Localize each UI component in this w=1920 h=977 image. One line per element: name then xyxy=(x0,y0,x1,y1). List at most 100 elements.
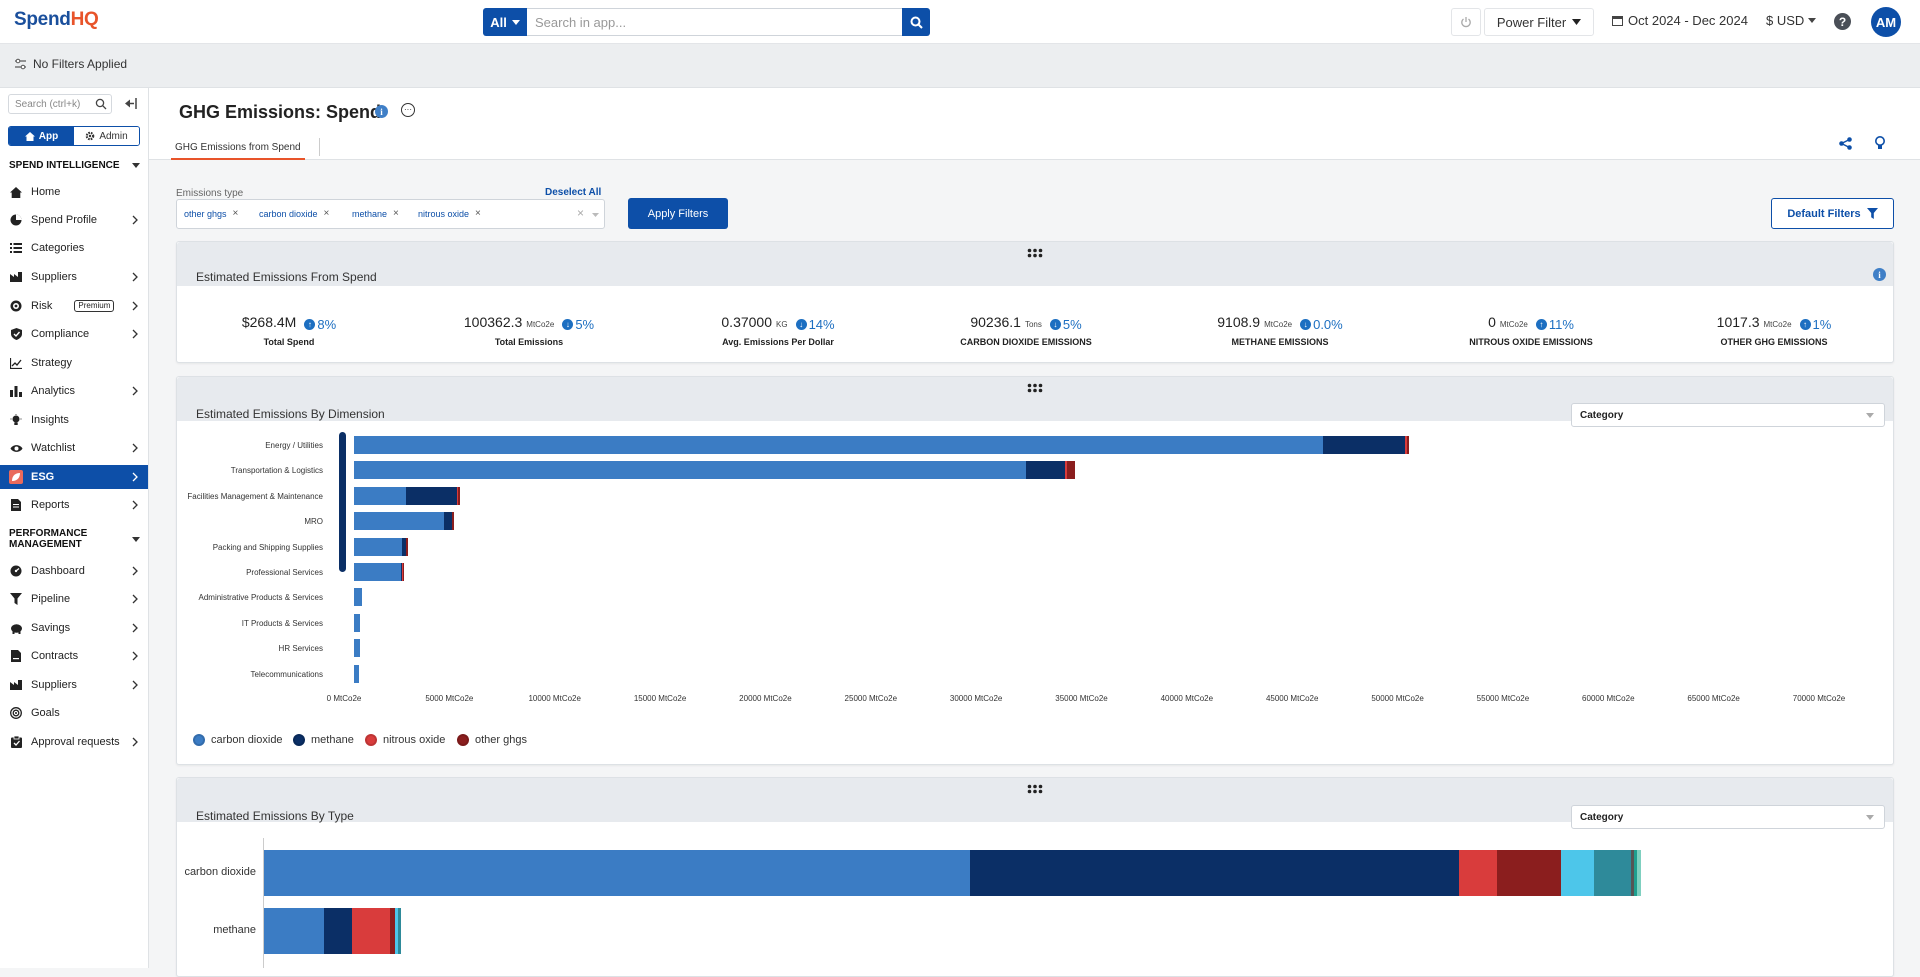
sidebar-item-approval-requests[interactable]: Approval requests xyxy=(0,730,148,754)
bar-segment[interactable] xyxy=(1065,461,1067,480)
drag-handle-icon[interactable] xyxy=(1027,784,1043,797)
search-button[interactable] xyxy=(902,8,930,36)
legend-item[interactable]: methane xyxy=(293,734,354,746)
drag-handle-icon[interactable] xyxy=(1027,248,1043,261)
sidebar-item-goals[interactable]: Goals xyxy=(0,701,148,725)
admin-toggle-button[interactable]: Admin xyxy=(74,127,139,145)
user-avatar[interactable]: AM xyxy=(1871,7,1901,37)
bar-segment[interactable] xyxy=(405,486,458,505)
clear-icon[interactable]: × xyxy=(577,206,585,220)
type-bar-segment[interactable] xyxy=(264,908,325,954)
bar-segment[interactable] xyxy=(402,563,405,581)
currency-dropdown[interactable]: $ USD xyxy=(1766,13,1817,28)
lightbulb-icon[interactable] xyxy=(1872,135,1888,151)
emissions-type-multiselect[interactable]: other ghgs × carbon dioxide × methane × nit… xyxy=(176,199,605,229)
power-filter-dropdown[interactable]: Power Filter xyxy=(1484,8,1594,36)
type-bar-segment[interactable] xyxy=(351,908,390,954)
sidebar-item-pipeline[interactable]: Pipeline xyxy=(0,587,148,611)
sidebar-search-input[interactable]: Search (ctrl+k) xyxy=(8,94,112,114)
sidebar-item-dashboard[interactable]: Dashboard xyxy=(0,559,148,583)
bar-segment[interactable] xyxy=(1066,461,1076,480)
power-filter-toggle[interactable] xyxy=(1451,8,1481,36)
type-bar-segment[interactable] xyxy=(1560,850,1595,896)
type-bar-segment[interactable] xyxy=(970,850,1460,896)
chip-remove-icon[interactable]: × xyxy=(393,208,399,219)
bar-segment[interactable] xyxy=(1405,436,1407,454)
filter-status[interactable]: No Filters Applied xyxy=(14,57,127,71)
performance-management-section[interactable]: PERFORMANCE MANAGEMENT xyxy=(9,528,87,550)
bar-segment[interactable] xyxy=(1323,436,1406,454)
date-range-picker[interactable]: Oct 2024 - Dec 2024 xyxy=(1612,13,1748,28)
deselect-all-link[interactable]: Deselect All xyxy=(545,187,602,198)
search-input[interactable]: Search in app... xyxy=(527,8,902,36)
type-bar-segment[interactable] xyxy=(1634,850,1638,896)
search-scope-dropdown[interactable]: All xyxy=(483,8,527,36)
type-bar-segment[interactable] xyxy=(389,908,395,954)
bar-segment[interactable] xyxy=(354,537,403,556)
bar-segment[interactable] xyxy=(354,486,406,505)
sidebar-item-watchlist[interactable]: Watchlist xyxy=(0,436,148,460)
bar-segment[interactable] xyxy=(354,613,361,632)
info-icon[interactable]: i xyxy=(1873,268,1886,281)
bar-segment[interactable] xyxy=(354,461,1027,480)
bar-segment[interactable] xyxy=(354,664,360,683)
app-toggle-button[interactable]: App xyxy=(9,127,74,145)
more-options-icon[interactable]: ··· xyxy=(401,103,415,117)
bar-segment[interactable] xyxy=(457,486,459,505)
bar-segment[interactable] xyxy=(354,563,402,581)
sidebar-item-perf-suppliers[interactable]: Suppliers xyxy=(0,673,148,697)
bar-segment[interactable] xyxy=(354,436,1324,454)
bar-segment[interactable] xyxy=(401,563,403,581)
sidebar-item-compliance[interactable]: Compliance xyxy=(0,322,148,346)
bar-segment[interactable] xyxy=(354,512,444,531)
sidebar-item-spend-profile[interactable]: Spend Profile xyxy=(0,208,148,232)
sidebar-item-insights[interactable]: Insights xyxy=(0,408,148,432)
type-bar-segment[interactable] xyxy=(324,908,352,954)
legend-item[interactable]: carbon dioxide xyxy=(193,734,283,746)
type-bar-segment[interactable] xyxy=(264,850,971,896)
collapse-sidebar-icon[interactable] xyxy=(124,98,137,109)
type-bar-segment[interactable] xyxy=(398,908,401,954)
sidebar-item-home[interactable]: Home xyxy=(0,180,148,204)
sidebar-item-savings[interactable]: Savings xyxy=(0,616,148,640)
sidebar-item-categories[interactable]: Categories xyxy=(0,236,148,260)
spend-intelligence-section[interactable]: SPEND INTELLIGENCE xyxy=(9,160,120,171)
type-bar-segment[interactable] xyxy=(1630,850,1635,896)
tab-ghg-emissions-from-spend[interactable]: GHG Emissions from Spend xyxy=(171,136,305,160)
bar-segment[interactable] xyxy=(452,512,454,531)
share-icon[interactable] xyxy=(1837,135,1853,151)
legend-item[interactable]: nitrous oxide xyxy=(365,734,445,746)
type-bar-segment[interactable] xyxy=(1637,850,1641,896)
sidebar-item-strategy[interactable]: Strategy xyxy=(0,351,148,375)
chevron-down-icon[interactable] xyxy=(592,213,599,217)
bar-segment[interactable] xyxy=(354,588,363,607)
bar-segment[interactable] xyxy=(354,639,360,658)
chip-remove-icon[interactable]: × xyxy=(323,208,330,219)
sidebar-item-contracts[interactable]: Contracts xyxy=(0,644,148,668)
dimension-select[interactable]: Category xyxy=(1571,403,1885,427)
type-bar-segment[interactable] xyxy=(1594,850,1631,896)
chart-scrollbar[interactable] xyxy=(339,432,346,572)
chip-remove-icon[interactable]: × xyxy=(232,208,239,219)
bar-segment[interactable] xyxy=(443,512,452,531)
apply-filters-button[interactable]: Apply Filters xyxy=(628,198,728,229)
type-bar-segment[interactable] xyxy=(1459,850,1498,896)
sidebar-item-analytics[interactable]: Analytics xyxy=(0,379,148,403)
sidebar-item-suppliers[interactable]: Suppliers xyxy=(0,265,148,289)
sidebar-item-esg[interactable]: ESG xyxy=(0,465,148,489)
type-bar-segment[interactable] xyxy=(1497,850,1561,896)
type-dimension-select[interactable]: Category xyxy=(1571,805,1885,829)
sidebar-item-reports[interactable]: Reports xyxy=(0,493,148,517)
help-icon[interactable]: ? xyxy=(1834,13,1851,30)
bar-segment[interactable] xyxy=(1406,436,1409,454)
info-icon[interactable]: i xyxy=(375,105,388,118)
bar-segment[interactable] xyxy=(402,537,406,556)
legend-item[interactable]: other ghgs xyxy=(457,734,527,746)
bar-segment[interactable] xyxy=(458,486,460,505)
sidebar-item-risk[interactable]: Risk Premium xyxy=(0,294,148,318)
default-filters-button[interactable]: Default Filters xyxy=(1771,198,1894,229)
type-bar-segment[interactable] xyxy=(394,908,399,954)
bar-segment[interactable] xyxy=(406,537,408,556)
bar-segment[interactable] xyxy=(1026,461,1066,480)
drag-handle-icon[interactable] xyxy=(1027,383,1043,396)
